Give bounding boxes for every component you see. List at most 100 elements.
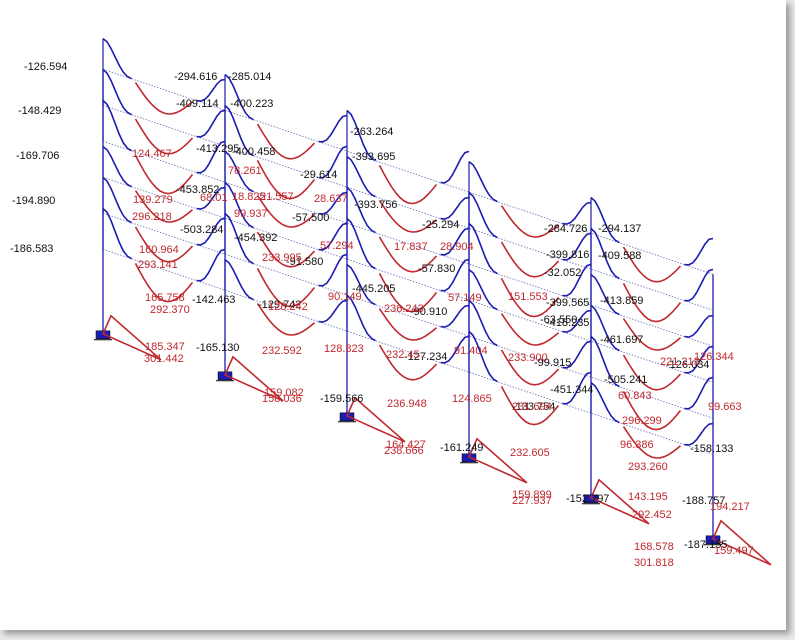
- moment-label-negative: -63.550: [540, 314, 577, 326]
- negative-moment-curve: [684, 422, 714, 446]
- moment-label-negative: -161.249: [440, 442, 483, 454]
- positive-moment-curve: [134, 263, 194, 303]
- moment-label-negative: -263.264: [350, 126, 393, 138]
- frame-beam: [102, 248, 714, 455]
- moment-label-positive: 21.557: [260, 191, 294, 203]
- negative-moment-curve: [102, 145, 132, 188]
- negative-moment-curve: [562, 309, 592, 333]
- moment-label-positive: 78.261: [228, 165, 262, 177]
- frame-beam: [102, 176, 714, 383]
- moment-label-positive: 238.666: [384, 445, 424, 457]
- moment-label-negative: -165.130: [196, 342, 239, 354]
- moment-label-positive: 194.217: [710, 501, 750, 513]
- moment-label-negative: -186.583: [10, 243, 53, 255]
- negative-moment-curve: [346, 263, 376, 306]
- moment-label-negative: -187.155: [684, 539, 727, 551]
- positive-moment-curve: [134, 155, 194, 195]
- negative-moment-curve: [102, 37, 132, 80]
- moment-label-positive: 124.467: [132, 148, 172, 160]
- negative-moment-curve: [224, 212, 254, 265]
- moment-label-positive: 139.279: [133, 194, 173, 206]
- base-moment-triangle: [711, 519, 772, 566]
- positive-moment-curve: [134, 118, 194, 155]
- positive-moment-curve: [256, 303, 316, 336]
- negative-moment-curve: [590, 196, 620, 244]
- moment-label-negative: -294.137: [598, 223, 641, 235]
- moment-label-negative: -400.223: [230, 98, 273, 110]
- negative-moment-curve: [684, 268, 714, 302]
- moment-label-positive: 301.442: [144, 353, 184, 365]
- positive-moment-curve: [500, 241, 560, 278]
- negative-moment-curve: [318, 222, 348, 251]
- negative-moment-curve: [196, 109, 226, 138]
- moment-label-negative: -284.726: [544, 223, 587, 235]
- positive-moment-curve: [378, 344, 438, 381]
- base-moment-triangle: [589, 478, 650, 525]
- negative-moment-curve: [224, 181, 254, 229]
- negative-moment-curve: [468, 191, 498, 239]
- moment-label-negative: -57.500: [292, 212, 329, 224]
- moment-label-positive: 99.663: [708, 401, 742, 413]
- negative-moment-curve: [468, 160, 498, 203]
- negative-moment-curve: [468, 222, 498, 275]
- moment-label-positive: 168.578: [634, 541, 674, 553]
- negative-moment-curve: [102, 207, 132, 260]
- negative-moment-curve: [468, 330, 498, 383]
- moment-label-negative: -285.014: [228, 71, 271, 83]
- moment-label-negative: -90.910: [410, 306, 447, 318]
- moment-label-positive: 159.082: [264, 387, 304, 399]
- moment-label-positive: 232.605: [510, 447, 550, 459]
- moment-label-positive: 232.45: [386, 349, 420, 361]
- support-icon: [217, 371, 233, 381]
- negative-moment-curve: [102, 176, 132, 224]
- moment-label-positive: 232.592: [262, 345, 302, 357]
- moment-label-negative: -418.235: [546, 317, 589, 329]
- negative-moment-curve: [440, 304, 470, 328]
- moment-label-positive: 227.937: [512, 495, 552, 507]
- negative-moment-curve: [346, 155, 376, 198]
- moment-label-negative: -399.816: [546, 249, 589, 261]
- positive-moment-curve: [256, 160, 316, 200]
- negative-moment-curve: [590, 335, 620, 388]
- moment-label-negative: -129.742: [258, 299, 301, 311]
- negative-moment-curve: [196, 186, 226, 210]
- moment-label-negative: -451.344: [550, 384, 593, 396]
- negative-moment-curve: [440, 335, 470, 364]
- moment-label-negative: -453.852: [176, 184, 219, 196]
- moment-label-negative: -413.295: [196, 143, 239, 155]
- negative-moment-curve: [684, 345, 714, 374]
- negative-moment-curve: [562, 263, 592, 297]
- negative-moment-curve: [346, 186, 376, 234]
- positive-moment-curve: [256, 123, 316, 160]
- moment-label-negative: -413.859: [600, 295, 643, 307]
- moment-label-positive: 159.497: [714, 545, 754, 557]
- moment-label-positive: 28.904: [440, 241, 474, 253]
- negative-moment-curve: [224, 258, 254, 301]
- positive-moment-curve: [622, 426, 682, 459]
- negative-moment-curve: [196, 78, 226, 102]
- negative-moment-curve: [224, 104, 254, 157]
- moment-label-positive: 292.370: [150, 304, 190, 316]
- moment-label-negative: -393.756: [354, 199, 397, 211]
- negative-moment-curve: [468, 268, 498, 311]
- positive-moment-curve: [378, 236, 438, 273]
- moment-label-positive: 236.948: [387, 398, 427, 410]
- moment-label-negative: -454.392: [234, 232, 277, 244]
- moment-label-negative: -194.890: [12, 195, 55, 207]
- moment-label-positive: 236.243: [384, 303, 424, 315]
- moment-label-negative: -152.797: [566, 493, 609, 505]
- negative-moment-curve: [562, 371, 592, 405]
- negative-moment-curve: [102, 99, 132, 152]
- moment-label-negative: -503.284: [180, 224, 223, 236]
- negative-moment-curve: [440, 227, 470, 256]
- moment-label-positive: 296.299: [622, 415, 662, 427]
- positive-moment-curve: [622, 391, 682, 431]
- support-icon: [339, 412, 355, 422]
- positive-moment-curve: [622, 354, 682, 391]
- moment-label-negative: -99.915: [534, 357, 571, 369]
- negative-moment-curve: [102, 68, 132, 116]
- base-moment-triangle: [223, 355, 284, 402]
- base-moment-triangle: [345, 396, 406, 443]
- moment-label-negative: -148.429: [18, 105, 61, 117]
- moment-label-positive: 99.937: [234, 208, 268, 220]
